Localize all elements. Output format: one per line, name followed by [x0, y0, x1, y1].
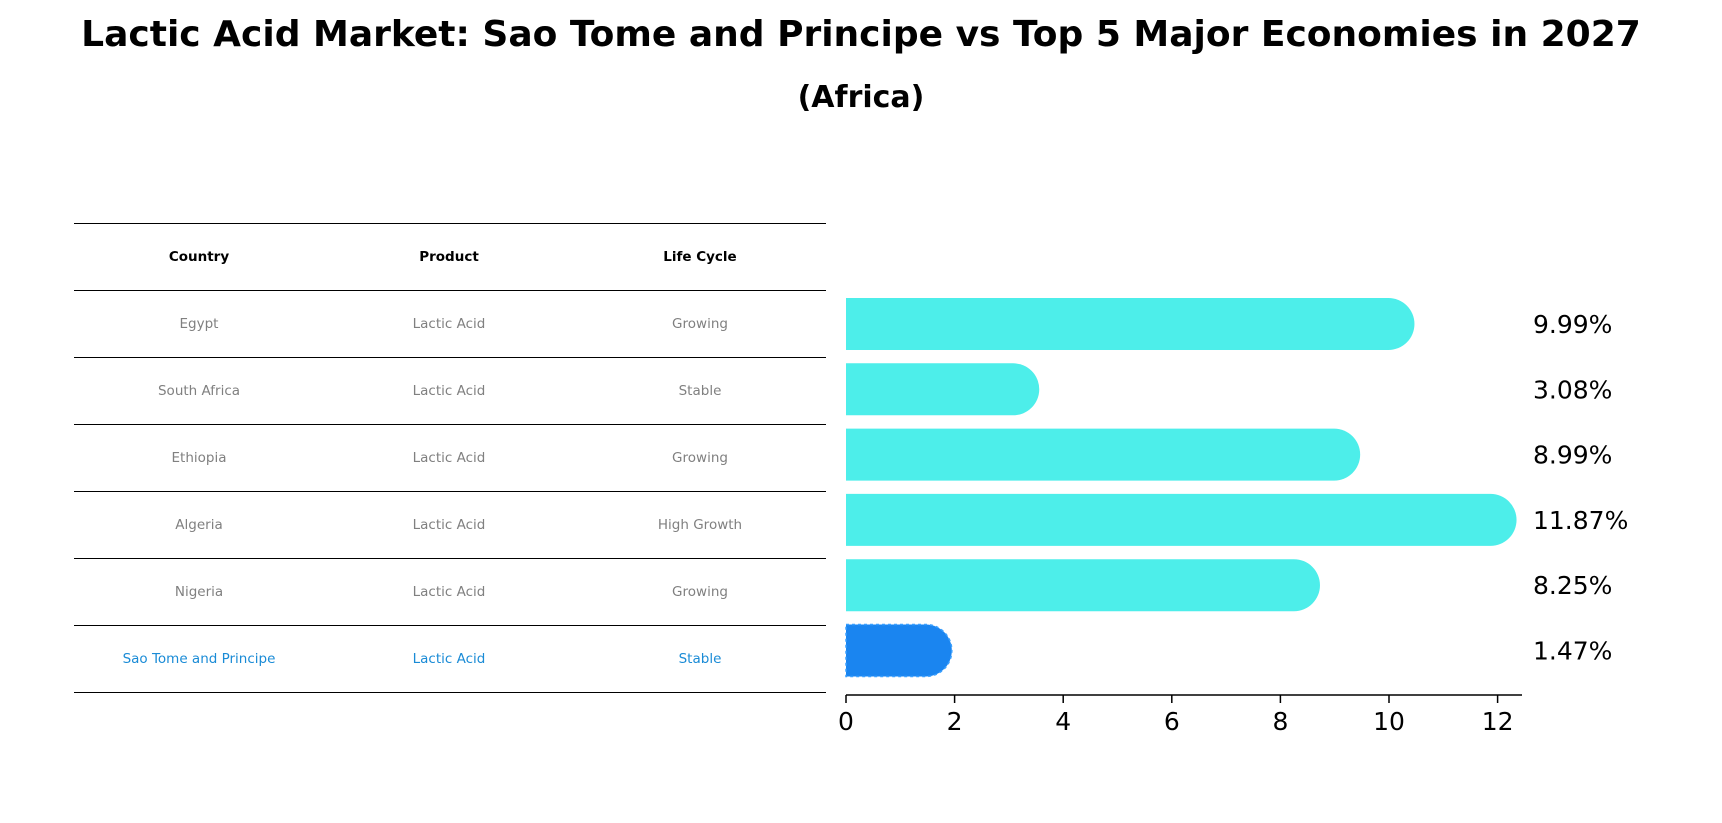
x-axis-tick-label: 6 [1164, 707, 1180, 736]
bar [846, 559, 1320, 612]
bar-value-label: 8.99% [1533, 441, 1612, 470]
x-axis-tick-label: 8 [1272, 707, 1288, 736]
table-cell-life-cycle: Stable [678, 651, 722, 667]
x-axis-tick-label: 12 [1482, 707, 1514, 736]
x-axis-tick-label: 10 [1373, 707, 1405, 736]
table-header-country: Country [168, 249, 230, 265]
table-header-row: Country Product Life Cycle [74, 223, 826, 290]
table-cell-country: Algeria [175, 517, 223, 533]
bar [846, 493, 1517, 546]
table-cell-country: Ethiopia [171, 450, 227, 466]
table-row: Egypt Lactic Acid Growing [74, 290, 826, 357]
table-cell-product: Lactic Acid [412, 383, 486, 399]
bar [846, 298, 1415, 350]
table-cell-product: Lactic Acid [412, 316, 486, 332]
table-row: Algeria Lactic Acid High Growth [74, 491, 826, 558]
bar [846, 428, 1361, 481]
table-row: Nigeria Lactic Acid Growing [74, 558, 826, 625]
table-cell-product: Lactic Acid [412, 450, 486, 466]
table-cell-product: Lactic Acid [412, 651, 486, 667]
table-cell-product: Lactic Acid [412, 517, 486, 533]
bar-value-label: 8.25% [1533, 571, 1612, 600]
data-table: Country Product Life Cycle Egypt Lactic … [74, 223, 826, 693]
table-cell-country: Nigeria [174, 584, 224, 600]
table-row: Ethiopia Lactic Acid Growing [74, 424, 826, 491]
x-axis-tick-label: 2 [947, 707, 963, 736]
table-cell-country: Egypt [179, 316, 219, 332]
bar-value-label: 1.47% [1533, 637, 1612, 666]
chart-title: Lactic Acid Market: Sao Tome and Princip… [81, 14, 1641, 55]
table-row: South Africa Lactic Acid Stable [74, 357, 826, 424]
chart-subtitle: (Africa) [797, 80, 925, 115]
bar-value-label: 9.99% [1533, 310, 1612, 339]
table-cell-life-cycle: Growing [672, 450, 728, 466]
table-cell-country: Sao Tome and Principe [122, 651, 276, 667]
table-cell-life-cycle: Growing [672, 584, 728, 600]
table-cell-life-cycle: Stable [678, 383, 722, 399]
table-row-highlighted: Sao Tome and Principe Lactic Acid Stable [74, 625, 826, 693]
table-header-product: Product [419, 249, 479, 265]
table-cell-life-cycle: High Growth [657, 517, 743, 533]
table-header-life-cycle: Life Cycle [663, 249, 737, 265]
x-axis-tick-label: 0 [838, 707, 854, 736]
x-axis-tick-label: 4 [1055, 707, 1071, 736]
table-cell-country: South Africa [157, 383, 241, 399]
bar-value-label: 3.08% [1533, 375, 1612, 404]
table-cell-life-cycle: Growing [672, 316, 728, 332]
bar [846, 363, 1040, 416]
bar-highlighted [845, 623, 953, 678]
table-cell-product: Lactic Acid [412, 584, 486, 600]
bar-value-label: 11.87% [1533, 506, 1628, 535]
